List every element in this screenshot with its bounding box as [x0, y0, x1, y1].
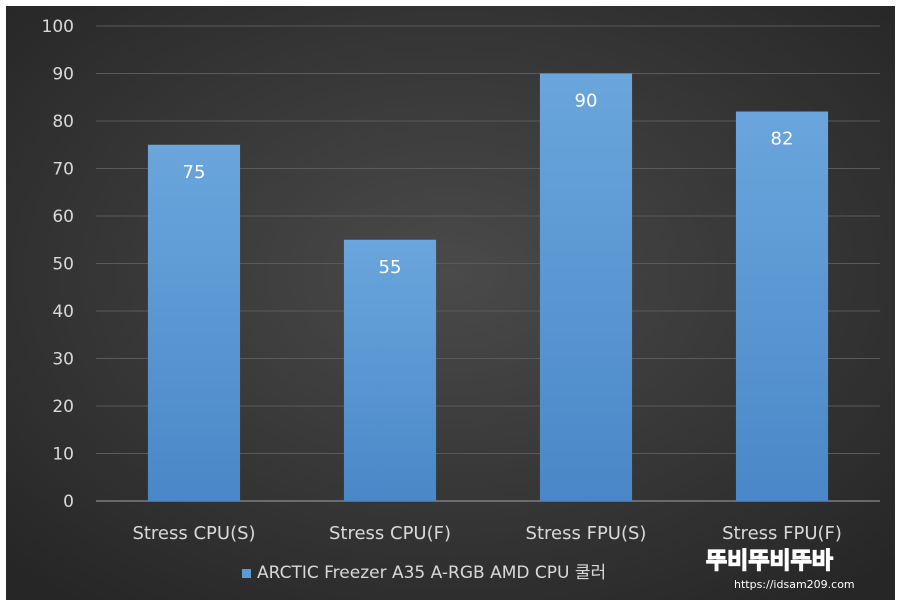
x-tick-label: Stress CPU(F) — [329, 523, 451, 544]
data-label: 82 — [771, 129, 794, 150]
legend-swatch — [242, 569, 251, 578]
data-label: 55 — [379, 257, 402, 278]
y-tick-label: 0 — [63, 492, 74, 512]
y-tick-label: 60 — [52, 207, 74, 227]
y-tick-label: 50 — [52, 255, 74, 275]
y-tick-label: 90 — [52, 65, 74, 85]
y-tick-label: 100 — [42, 17, 74, 37]
watermark: 뚜비뚜비뚜바 https://idsam209.com — [705, 547, 855, 591]
data-label: 75 — [183, 162, 206, 183]
y-tick-label: 80 — [52, 112, 74, 132]
y-tick-label: 40 — [52, 302, 74, 322]
bar — [147, 144, 241, 501]
legend-label: ARCTIC Freezer A35 A-RGB AMD CPU 쿨러 — [257, 563, 606, 583]
data-label: 90 — [575, 91, 598, 112]
y-tick-label: 10 — [52, 445, 74, 465]
watermark-url: https://idsam209.com — [734, 578, 855, 591]
bar — [735, 111, 829, 501]
chart-container: 0 10 20 30 40 50 60 70 80 90 100 Stress CPU(S) Stres… — [6, 6, 895, 600]
x-tick-label: Stress FPU(F) — [722, 523, 842, 544]
bar — [539, 73, 633, 501]
legend: ARCTIC Freezer A35 A-RGB AMD CPU 쿨러 — [242, 563, 606, 583]
watermark-logo: 뚜비뚜비뚜바 — [706, 548, 833, 574]
y-tick-label: 70 — [52, 160, 74, 180]
bar-chart: 0 10 20 30 40 50 60 70 80 90 100 Stress CPU(S) Stres… — [6, 6, 895, 600]
y-tick-label: 20 — [52, 397, 74, 417]
x-tick-label: Stress CPU(S) — [132, 523, 255, 544]
y-tick-label: 30 — [52, 350, 74, 370]
bar — [343, 239, 437, 501]
x-tick-label: Stress FPU(S) — [526, 523, 647, 544]
